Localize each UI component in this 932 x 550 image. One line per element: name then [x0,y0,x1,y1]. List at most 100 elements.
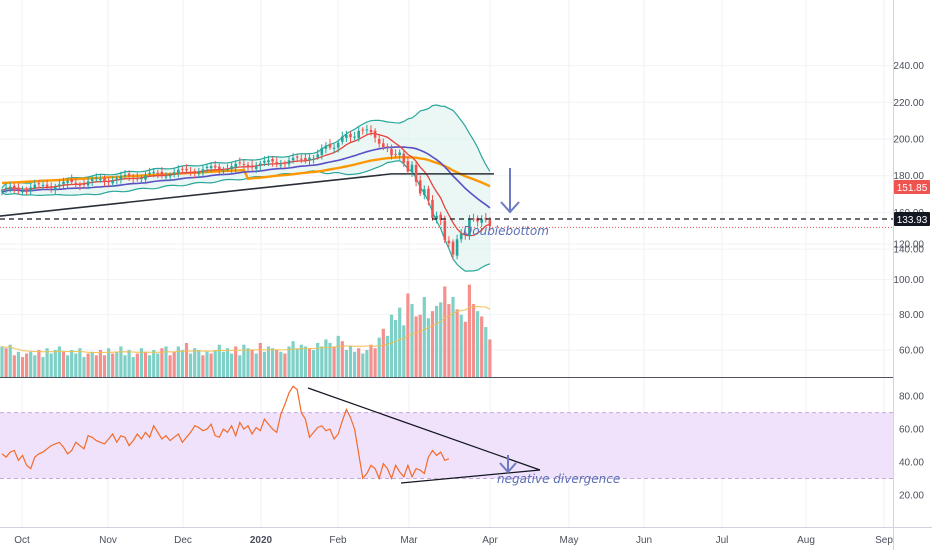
volume-bar [135,353,139,377]
volume-bar [184,342,189,377]
volume-bar [320,346,324,377]
candle-body [484,217,488,220]
candle-body [99,179,102,181]
volume-bar [213,350,217,377]
volume-bar [176,346,180,377]
volume-bar [115,351,119,377]
volume-bar [328,342,332,377]
x-axis-tick-label: Feb [329,535,347,546]
candle-body [377,139,381,144]
candle-body [49,186,53,189]
candle-body [402,153,406,163]
candle-body [435,215,438,220]
volume-bar [258,342,262,377]
volume-bar [430,311,435,377]
volume-bar [324,339,328,377]
volume-bar [443,286,447,377]
candle-body [320,147,324,155]
volume-bar [201,355,205,377]
candle-body [287,160,291,165]
candle-body [443,220,447,240]
volume-axis-tick-label: 120.00 [893,240,924,251]
volume-bar [70,350,74,377]
volume-bar [221,351,225,377]
volume-bar [459,314,463,377]
candle-body [410,164,414,173]
volume-panel[interactable] [0,284,492,377]
volume-bar [197,350,201,377]
volume-bar [0,346,4,377]
candle-body [316,154,319,158]
volume-bar [107,348,111,377]
volume-bar [33,355,37,377]
volume-bar [488,339,492,377]
candle-body [74,182,78,185]
candle-body [414,164,418,182]
volume-bar [20,357,25,377]
long-trendline [0,173,392,217]
volume-bar [148,355,152,377]
candle-body [0,190,4,192]
volume-bar [385,335,389,377]
candle-body [345,135,348,138]
candle-body [468,219,471,237]
candle-body [242,163,246,165]
candle-body [369,129,373,133]
volume-bar [279,351,283,377]
volume-bar [303,346,307,377]
volume-bar [435,305,439,377]
volume-bar [172,351,176,377]
candle-body [254,166,258,169]
candle-body [172,172,176,175]
volume-axis-tick-label: 80.00 [899,310,924,321]
volume-bar [193,348,197,377]
volume-bar [361,353,365,377]
volume-bar [94,355,98,377]
volume-bar [299,344,303,377]
volume-bar [254,353,258,377]
volume-bar [394,319,398,377]
volume-bar [295,348,299,377]
candle-body [300,158,303,160]
sma-orange-line [1,156,491,188]
candle-body [295,156,299,158]
candle-body [209,166,213,169]
rsi-upper-trendline [307,387,541,471]
volume-bar [291,341,295,377]
volume-bar [250,350,254,377]
volume-bar [82,357,86,377]
candle-body [213,165,217,168]
volume-bar [340,341,344,377]
candle-body [472,218,475,220]
candle-body [398,152,401,156]
candle-body [222,170,225,172]
candle-body [418,180,422,194]
volume-bar [16,351,20,377]
candle-body [168,175,172,177]
volume-bar [131,357,135,377]
candle-body [140,178,143,180]
candle-body [373,130,377,138]
volume-bar [365,350,369,377]
rsi-panel[interactable] [0,385,893,484]
volume-bar [266,346,271,377]
candle-body [119,175,123,180]
candle-body [267,160,270,163]
volume-bar [61,351,66,377]
volume-bar [418,314,422,377]
price-panel[interactable] [0,104,893,272]
x-axis-tick-label: Nov [99,535,117,546]
volume-bar [12,355,16,377]
volume-bar [332,346,336,377]
candle-body [423,189,426,195]
candle-body [283,163,287,165]
candle-body [82,183,86,185]
candle-body [156,172,160,174]
volume-bar [45,348,49,377]
volume-bar [8,344,12,377]
candle-body [275,161,278,164]
volume-bar [357,348,361,377]
x-axis-tick-label: Apr [482,535,498,546]
x-axis-tick-label: Mar [400,535,418,546]
